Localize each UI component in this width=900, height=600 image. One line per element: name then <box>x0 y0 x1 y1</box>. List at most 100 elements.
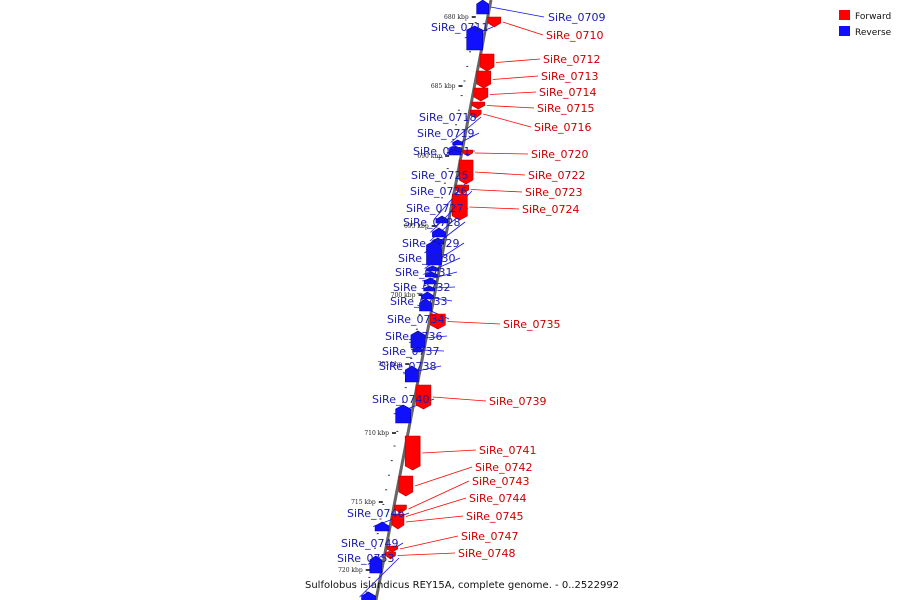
forward-leader-line <box>399 535 459 550</box>
reverse-gene <box>449 145 462 153</box>
kbp-label: 715 kbp <box>351 499 376 506</box>
reverse-gene-label: SiRe_0746 <box>347 507 404 520</box>
forward-gene-label: SiRe_0739 <box>489 395 546 408</box>
legend: Forward Reverse <box>839 10 892 38</box>
genome-backbone <box>374 0 493 600</box>
forward-gene-label: SiRe_0710 <box>546 29 603 42</box>
forward-leader-line <box>408 480 470 510</box>
forward-gene-label: SiRe_0722 <box>528 169 585 182</box>
forward-leader-line <box>470 189 523 193</box>
forward-leader-line <box>474 152 529 155</box>
kbp-label: 705 kbp <box>378 361 403 368</box>
forward-gene-label: SiRe_0720 <box>531 148 588 161</box>
forward-gene <box>471 101 486 110</box>
kbp-label: 685 kbp <box>431 83 456 90</box>
reverse-gene <box>405 365 419 383</box>
legend-reverse-swatch <box>839 26 850 36</box>
reverse-gene <box>395 404 411 424</box>
reverse-gene <box>452 139 463 146</box>
forward-gene-label: SiRe_0715 <box>537 102 594 115</box>
reverse-gene-label: SiRe_0728 <box>403 216 460 229</box>
forward-gene-label: SiRe_0747 <box>461 530 518 543</box>
reverse-gene <box>476 0 489 15</box>
gene-layer <box>361 0 502 600</box>
forward-leader-line <box>486 105 535 109</box>
reverse-gene-label: SiRe_0727 <box>406 202 463 215</box>
forward-gene-label: SiRe_0743 <box>472 475 529 488</box>
forward-leader-line <box>469 206 520 210</box>
reverse-gene-label: SiRe_0709 <box>548 11 605 24</box>
reverse-gene-label: SiRe_0726 <box>410 185 467 198</box>
reverse-gene <box>425 271 438 278</box>
kbp-label: 680 kbp <box>444 14 469 21</box>
reverse-gene <box>412 346 424 353</box>
reverse-gene <box>361 591 376 600</box>
reverse-gene-label: SiRe_0719 <box>417 127 474 140</box>
forward-gene-label: SiRe_0735 <box>503 318 560 331</box>
kbp-label: 710 kbp <box>364 430 389 437</box>
reverse-gene-label: SiRe_0729 <box>402 237 459 250</box>
genome-caption: Sulfolobus islandicus REY15A, complete g… <box>305 580 619 591</box>
reverse-gene-label: SiRe_0721 <box>413 145 470 158</box>
forward-gene <box>452 193 468 221</box>
forward-leader-line <box>489 91 537 95</box>
forward-leader-line <box>483 113 532 128</box>
reverse-gene-label: SiRe_0753 <box>337 552 394 565</box>
reverse-gene <box>432 227 446 238</box>
forward-leader-line <box>422 449 477 454</box>
forward-gene-label: SiRe_0714 <box>539 86 596 99</box>
forward-gene-label: SiRe_0713 <box>541 70 598 83</box>
forward-gene <box>386 545 399 553</box>
forward-gene <box>398 475 414 497</box>
forward-gene <box>469 109 482 119</box>
reverse-gene <box>410 330 426 349</box>
reverse-gene-label: SiRe_0749 <box>341 537 398 550</box>
reverse-gene-label: SiRe_0730 <box>398 252 455 265</box>
forward-gene-label: SiRe_0742 <box>475 461 532 474</box>
reverse-leader-line <box>450 116 482 143</box>
forward-gene <box>391 514 405 530</box>
reverse-gene-label: SiRe_0731 <box>395 266 452 279</box>
reverse-gene <box>466 25 484 51</box>
kbp-label: 720 kbp <box>338 567 363 574</box>
reverse-leader-line <box>423 257 461 275</box>
forward-leader-line <box>502 21 544 36</box>
reverse-gene-label: SiRe_0736 <box>385 330 442 343</box>
reverse-leader-line <box>359 557 400 598</box>
kbp-label: 700 kbp <box>391 292 416 299</box>
reverse-gene <box>435 215 449 224</box>
forward-gene <box>479 53 495 72</box>
forward-gene-label: SiRe_0724 <box>522 203 579 216</box>
forward-gene-label: SiRe_0741 <box>479 444 536 457</box>
forward-gene <box>404 435 421 471</box>
forward-gene <box>487 16 502 28</box>
forward-leader-line <box>475 171 526 176</box>
forward-gene <box>455 184 469 195</box>
reverse-gene <box>374 521 390 532</box>
kbp-label: 695 kbp <box>404 223 429 230</box>
forward-gene <box>430 313 446 330</box>
reverse-gene-label: SiRe_0737 <box>382 345 439 358</box>
forward-gene <box>476 70 492 89</box>
reverse-gene <box>421 291 434 300</box>
reverse-gene <box>369 555 383 574</box>
label-layer: SiRe_0709 SiRe_0711 SiRe_0718 SiRe_0719 SiRe… <box>337 11 605 565</box>
forward-gene-label: SiRe_0748 <box>458 547 515 560</box>
reverse-gene-label: SiRe_0740 <box>372 393 429 406</box>
forward-leader-line <box>432 396 487 402</box>
legend-forward-swatch <box>839 10 850 20</box>
forward-gene <box>462 149 473 157</box>
forward-leader-line <box>405 497 467 517</box>
reverse-gene-label: SiRe_0734 <box>387 313 444 326</box>
reverse-gene <box>426 240 442 266</box>
forward-leader-line <box>397 552 456 556</box>
reverse-gene-label: SiRe_0711 <box>431 21 488 34</box>
forward-gene-label: SiRe_0744 <box>469 492 526 505</box>
legend-forward-label: Forward <box>855 12 891 22</box>
kbp-layer: 680 kbp 685 kbp 690 kbp 695 kbp 700 kbp 705 k… <box>338 14 476 574</box>
forward-gene <box>394 504 407 514</box>
reverse-gene <box>426 265 439 272</box>
forward-gene-label: SiRe_0712 <box>543 53 600 66</box>
reverse-leader-line <box>447 132 480 150</box>
forward-gene-label: SiRe_0716 <box>534 121 591 134</box>
